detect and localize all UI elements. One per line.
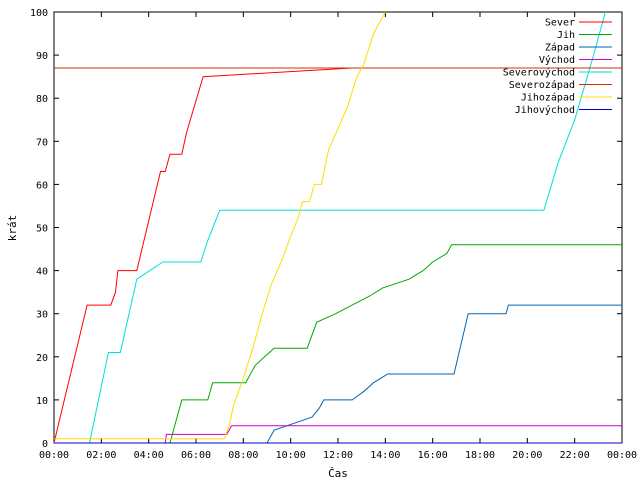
legend-label: Jihozápad bbox=[521, 92, 575, 104]
x-tick-label: 08:00 bbox=[228, 450, 258, 461]
x-tick-label: 00:00 bbox=[39, 450, 69, 461]
y-tick-label: 10 bbox=[36, 396, 48, 407]
y-tick-label: 90 bbox=[36, 51, 48, 62]
x-tick-label: 04:00 bbox=[134, 450, 164, 461]
x-tick-label: 00:00 bbox=[607, 450, 637, 461]
legend-label: Jihovýchod bbox=[515, 104, 575, 116]
legend-label: Západ bbox=[545, 42, 575, 54]
y-tick-label: 100 bbox=[30, 8, 48, 19]
y-tick-label: 50 bbox=[36, 224, 48, 235]
series-line-2 bbox=[169, 244, 622, 444]
legend-label: Sever bbox=[545, 18, 575, 29]
x-axis-title: Čas bbox=[328, 467, 348, 480]
y-tick-label: 40 bbox=[36, 267, 48, 278]
y-tick-label: 30 bbox=[36, 310, 48, 321]
y-tick-label: 80 bbox=[36, 94, 48, 105]
x-tick-label: 16:00 bbox=[418, 450, 448, 461]
x-tick-label: 18:00 bbox=[465, 450, 495, 461]
x-tick-label: 10:00 bbox=[276, 450, 306, 461]
x-tick-label: 14:00 bbox=[370, 450, 400, 461]
legend: SeverJihZápadVýchodSeverovýchodSeverozáp… bbox=[503, 18, 612, 116]
series-line-7 bbox=[54, 11, 386, 440]
series-line-3 bbox=[266, 304, 622, 444]
y-axis-title: krát bbox=[6, 215, 19, 242]
y-tick-label: 20 bbox=[36, 353, 48, 364]
legend-label: Jih bbox=[557, 30, 575, 41]
x-tick-label: 20:00 bbox=[512, 450, 542, 461]
series-layer bbox=[53, 11, 622, 444]
y-tick-label: 0 bbox=[42, 439, 48, 450]
legend-label: Severovýchod bbox=[503, 67, 575, 79]
series-line-1 bbox=[53, 67, 622, 444]
y-tick-label: 70 bbox=[36, 137, 48, 148]
legend-label: Východ bbox=[539, 54, 575, 66]
x-tick-label: 06:00 bbox=[181, 450, 211, 461]
legend-label: Severozápad bbox=[509, 79, 575, 91]
series-line-5 bbox=[89, 11, 606, 444]
y-tick-label: 60 bbox=[36, 180, 48, 191]
x-tick-label: 12:00 bbox=[323, 450, 353, 461]
axis-ticks: 00:00 02:00 04:00 06:00 08:00 10:00 12:00 14:00… bbox=[30, 8, 637, 461]
x-tick-label: 22:00 bbox=[560, 450, 590, 461]
x-tick-label: 02:00 bbox=[86, 450, 116, 461]
